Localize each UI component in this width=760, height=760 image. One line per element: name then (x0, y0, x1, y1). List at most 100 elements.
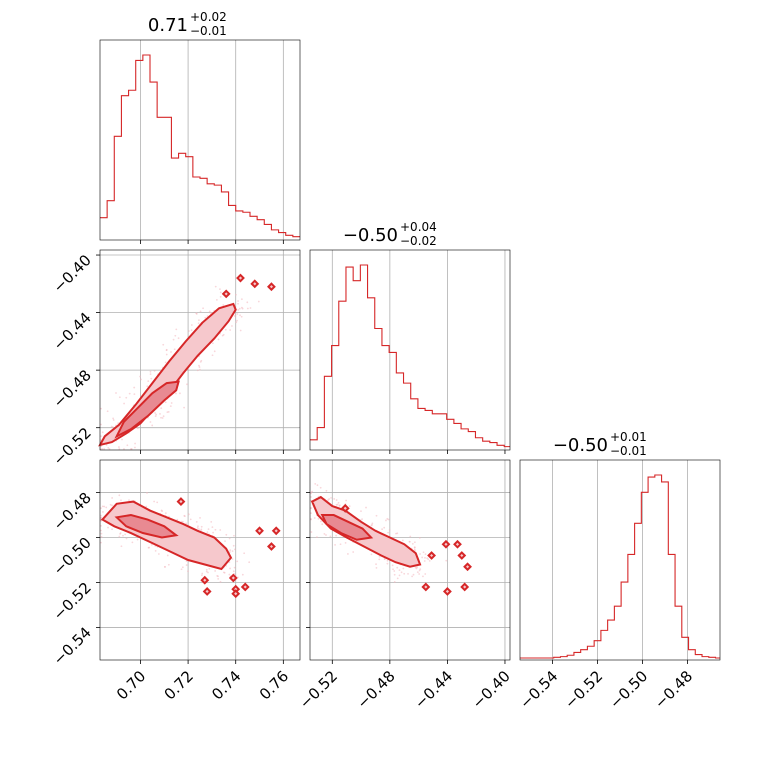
scatter-point (170, 351, 172, 353)
scatter-point (136, 538, 139, 541)
grid-panel-2-2 (552, 460, 688, 660)
grid-panel-1-1 (331, 250, 506, 450)
scatter-point (310, 512, 312, 515)
scatter-point (120, 499, 122, 502)
scatter-point (155, 413, 158, 416)
scatter-point (100, 541, 102, 544)
scatter-point (103, 448, 106, 450)
scatter-point (201, 572, 204, 575)
scatter-point (211, 354, 214, 357)
contour-island (453, 539, 462, 549)
scatter-point (316, 536, 318, 538)
scatter-point (378, 558, 381, 561)
scatter-point (112, 419, 115, 421)
scatter-point (229, 551, 231, 553)
scatter-point (117, 422, 120, 425)
scatter-point (123, 448, 125, 450)
scatter-point (154, 415, 157, 418)
scatter-point (147, 380, 150, 383)
contour-inner-p1_vs_p2 (320, 514, 374, 541)
title-plus: +0.02 (190, 10, 227, 24)
scatter-point (325, 489, 328, 492)
contour-island (460, 582, 470, 592)
scatter-point (149, 370, 152, 373)
x-tick-label: −0.40 (469, 667, 514, 712)
scatter-point (197, 525, 199, 528)
scatter-point (257, 300, 260, 303)
scatter-point (118, 535, 121, 538)
scatter-point (371, 523, 373, 526)
scatter-point (329, 535, 332, 538)
scatter-point (418, 536, 421, 539)
scatter-point (214, 528, 217, 531)
scatter-point (156, 501, 159, 504)
contour-island (442, 587, 452, 596)
scatter-point (111, 528, 113, 531)
scatter-point (423, 560, 426, 562)
scatter-point (153, 500, 156, 503)
title-minus: −0.02 (400, 234, 437, 248)
scatter-point (391, 564, 394, 567)
grid-panel-0-0 (140, 40, 284, 240)
scatter-point (387, 518, 390, 521)
scatter-point (241, 573, 244, 576)
scatter-point (232, 570, 235, 573)
contour-island (463, 562, 472, 572)
scatter-point (199, 310, 202, 313)
panel-frames-layer (99, 39, 721, 661)
scatter-point (146, 492, 148, 494)
scatter-point (118, 396, 121, 399)
scatter-point (348, 505, 351, 508)
y-tick-label: −0.52 (50, 579, 95, 624)
scatter-point (424, 556, 426, 559)
scatter-point (398, 574, 401, 577)
scatter-point (224, 540, 226, 543)
scatter-point (154, 412, 157, 414)
scatter-point (125, 537, 128, 540)
scatter-point (383, 558, 386, 560)
scatter-point (175, 392, 177, 395)
scatter-point (122, 534, 124, 537)
title-plus: +0.01 (610, 430, 647, 444)
panel-frame-1-0 (99, 249, 301, 451)
scatter-point (186, 383, 188, 386)
scatter-point (223, 571, 226, 574)
scatter-point (108, 448, 111, 450)
scatter-point (215, 298, 218, 301)
scatter-point (317, 517, 320, 520)
scatter-point (159, 413, 161, 415)
scatter-point (125, 396, 128, 399)
x-tick-label: −0.52 (296, 667, 341, 712)
scatter-point (121, 438, 123, 441)
scatter-point (413, 546, 416, 549)
scatter-point (240, 315, 243, 318)
scatter-point (107, 446, 110, 449)
scatter-point (419, 568, 422, 571)
scatter-point (196, 369, 199, 372)
title-minus: −0.01 (610, 444, 647, 458)
scatter-point (234, 315, 237, 317)
scatter-point (210, 521, 213, 523)
scatter-point (100, 524, 102, 527)
scatter-point (313, 517, 316, 519)
scatter-point (100, 448, 102, 450)
y-tick-label: −0.48 (50, 489, 95, 534)
scatter-point (422, 575, 424, 578)
scatter-point (217, 338, 220, 341)
scatter-point (106, 410, 109, 413)
scatter-point (422, 551, 425, 554)
scatter-point (375, 567, 378, 569)
scatter-point (139, 375, 141, 378)
scatter-point (321, 523, 324, 526)
y-tick-label: −0.40 (50, 251, 95, 296)
y-tick-label: −0.52 (50, 424, 95, 469)
contour-island (267, 542, 276, 551)
scatter-point (383, 526, 386, 529)
scatter-point (165, 348, 168, 351)
scatter-point (323, 533, 326, 535)
scatter-point (337, 501, 340, 504)
scatter-point (222, 304, 225, 306)
scatter-point (103, 505, 106, 508)
panel-frame-1-1 (309, 249, 511, 451)
scatter-point (199, 517, 201, 519)
